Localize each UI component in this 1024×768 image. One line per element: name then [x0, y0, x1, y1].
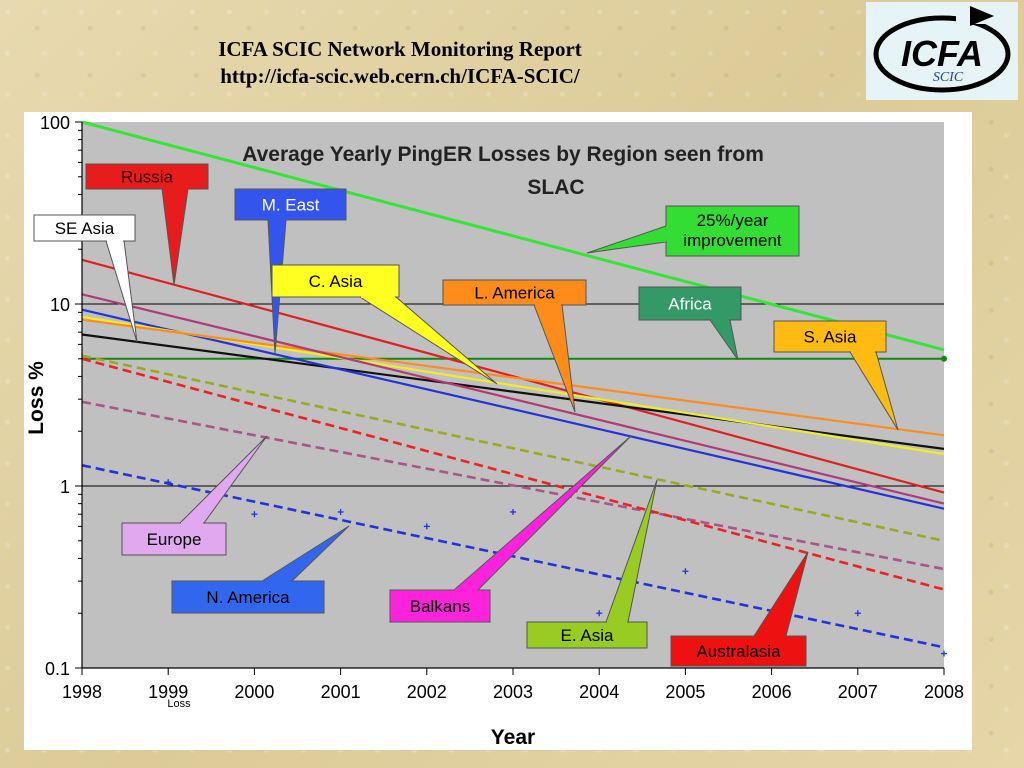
callout-label: L. America [474, 284, 555, 303]
callout-box [638, 286, 742, 321]
series-line-l-america [81, 318, 945, 437]
callout-box [389, 589, 491, 623]
x-tick-label: 2001 [321, 682, 361, 702]
icfa-logo-graphic: ICFA SCIC [873, 6, 1011, 93]
callout-europe: Europe [121, 435, 268, 556]
callout-s-asia: S. Asia [773, 320, 899, 431]
callout-box [665, 205, 800, 257]
data-point [596, 610, 603, 617]
callout-box [442, 279, 587, 306]
x-tick-label: 2002 [407, 682, 447, 702]
y-tick-label: 100 [40, 113, 70, 133]
callout-balkans: Balkans [389, 435, 632, 623]
callout-label: Russia [121, 168, 174, 187]
y-tick-label: 10 [50, 295, 70, 315]
logo-subtext: SCIC [933, 70, 964, 85]
callout-label: Balkans [410, 597, 470, 616]
series-line-25-year-improvement [81, 120, 945, 352]
x-tick-label: 1999 [148, 682, 188, 702]
data-point [854, 610, 861, 617]
chart-title-line1: Average Yearly PingER Losses by Region s… [242, 143, 764, 166]
callout-label: Europe [147, 530, 202, 549]
icfa-logo: ICFA SCIC [866, 2, 1018, 100]
x-tick-label: 2000 [234, 682, 274, 702]
callout-25-year-improvement: 25%/year improvement [586, 205, 800, 257]
data-point [337, 508, 344, 515]
callout-box [670, 635, 807, 667]
x-tick-label: 2008 [924, 682, 964, 702]
data-points [165, 479, 947, 657]
callout-label: C. Asia [309, 272, 363, 291]
callout-n-america: N. America [171, 525, 350, 614]
data-point [682, 568, 689, 575]
callout-box [85, 163, 209, 190]
chart-title-line2: SLAC [527, 176, 584, 199]
series-line-e-asia [81, 354, 945, 543]
series-line-balkans [81, 293, 945, 505]
y-tick-label: 0.1 [45, 659, 70, 679]
stray-label: Loss [167, 698, 191, 710]
callout-box [33, 214, 136, 242]
y-axis-label: Loss % [25, 361, 48, 435]
x-tick-label: 2004 [579, 682, 619, 702]
callout-label: S. Asia [804, 328, 857, 347]
data-point [510, 508, 516, 515]
callout-label: E. Asia [561, 626, 614, 645]
loss-chart: 0.1 1 10 100 1998 1999 2000 2001 2002 2003 2004 200… [24, 112, 972, 750]
x-tick-label: 2005 [665, 682, 705, 702]
series-line-m-east [81, 308, 945, 510]
chart-title: Average Yearly PingER Losses by Region s… [242, 143, 770, 199]
callout-c-asia: C. Asia [271, 264, 498, 385]
x-axis-label: Year [491, 726, 535, 749]
callout-label: Africa [668, 295, 712, 314]
series-line-n-america [81, 464, 945, 649]
report-header: ICFA SCIC Network Monitoring Report http… [120, 36, 680, 90]
callout-e-asia: E. Asia [526, 479, 658, 649]
callout-box [121, 522, 227, 556]
report-title: ICFA SCIC Network Monitoring Report [218, 37, 582, 61]
callout-label: M. East [262, 196, 320, 215]
data-point [165, 479, 172, 486]
callout-box [271, 264, 400, 298]
callout-se-asia: SE Asia [33, 214, 138, 343]
callout-label: N. America [206, 588, 290, 607]
data-point [423, 523, 430, 530]
report-url: http://icfa-scic.web.cern.ch/ICFA-SCIC/ [220, 64, 580, 88]
callout-box [526, 621, 648, 649]
callouts: Russia M. East SE Asia 25%/year improvement C… [33, 163, 899, 667]
x-tick-label: 2007 [838, 682, 878, 702]
series-line-russia [81, 258, 945, 494]
callout-label: 25%/year improvement [683, 211, 782, 250]
series-lines [81, 120, 947, 649]
callout-label: Australasia [696, 642, 781, 661]
logo-text: ICFA [901, 33, 983, 74]
x-tick-label: 2006 [752, 682, 792, 702]
callout-russia: Russia [85, 163, 209, 286]
x-tick-label: 2003 [493, 682, 533, 702]
data-point [251, 511, 258, 518]
logo-ring [873, 15, 1011, 93]
callout-label: SE Asia [55, 219, 115, 238]
reference-marker [941, 355, 947, 362]
callout-australasia: Australasia [670, 551, 809, 667]
callout-africa: Africa [638, 286, 742, 361]
series-line-europe [81, 400, 945, 571]
logo-arrow-icon [970, 6, 994, 26]
x-tick-label: 1998 [62, 682, 102, 702]
data-point [941, 650, 947, 657]
callout-box [171, 580, 325, 614]
series-line-se-asia [81, 333, 945, 450]
axes: 0.1 1 10 100 1998 1999 2000 2001 2002 2003 2004 200… [40, 113, 964, 702]
y-tick-label: 1 [60, 477, 70, 497]
series-line-australasia [81, 357, 945, 591]
callout-l-america: L. America [442, 279, 587, 413]
callout-box [234, 188, 347, 221]
callout-box [773, 320, 887, 353]
